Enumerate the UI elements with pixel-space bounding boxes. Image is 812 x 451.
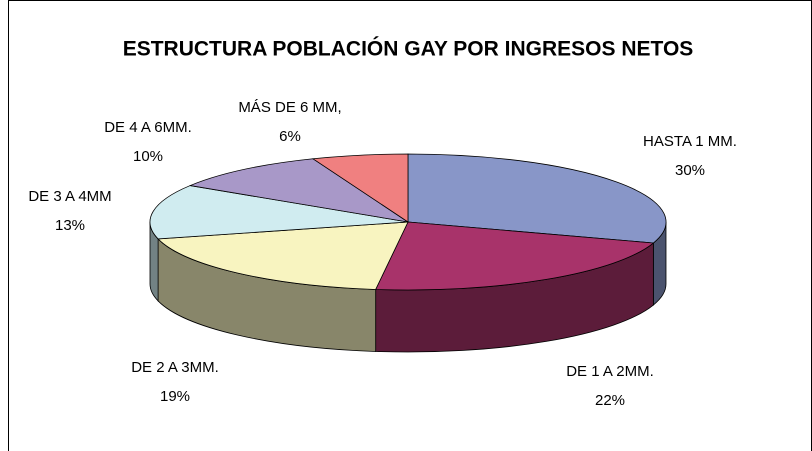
slice-label: MÁS DE 6 MM, <box>238 99 341 116</box>
slice-label: DE 1 A 2MM. <box>566 363 654 380</box>
slice-label: DE 2 A 3MM. <box>131 359 219 376</box>
slice-label: DE 3 A 4MM <box>28 188 111 205</box>
slice-value-label: 6% <box>279 128 301 145</box>
slice-label: DE 4 A 6MM. <box>104 119 192 136</box>
slice-label: HASTA 1 MM. <box>643 133 737 150</box>
pie-slice <box>407 153 667 244</box>
pie-slice <box>311 153 409 223</box>
slice-value-label: 19% <box>160 388 190 405</box>
slice-value-label: 10% <box>133 148 163 165</box>
slice-value-label: 22% <box>595 392 625 409</box>
slice-value-label: 30% <box>675 162 705 179</box>
pie-slice <box>188 158 409 223</box>
pie-slice <box>149 185 409 240</box>
pie-slice <box>375 221 655 291</box>
slice-value-label: 13% <box>55 217 85 234</box>
pie-slice <box>157 221 409 290</box>
chart-title: ESTRUCTURA POBLACIÓN GAY POR INGRESOS NE… <box>123 37 694 61</box>
